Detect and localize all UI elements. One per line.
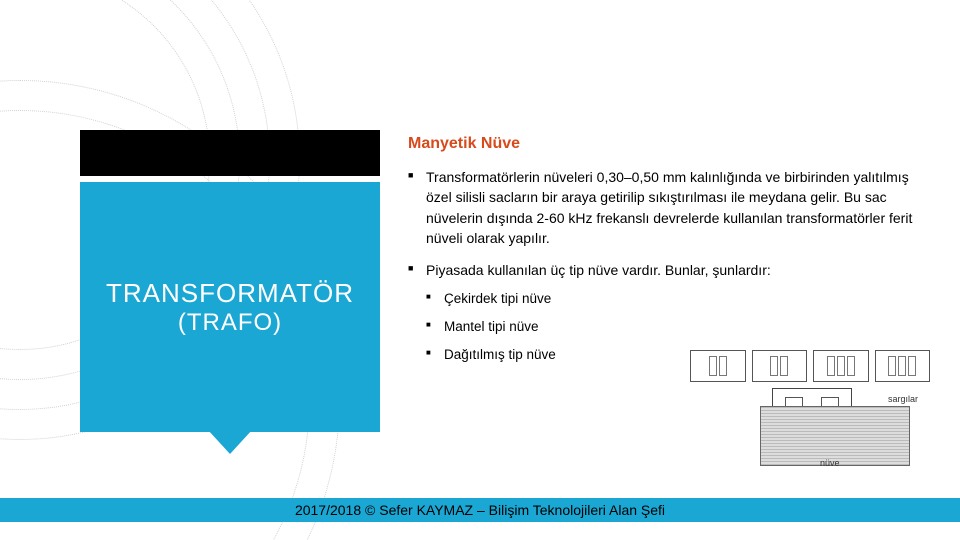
- sub-bullet-item: Çekirdek tipi nüve: [426, 288, 938, 310]
- core-schematic-icon: [690, 350, 746, 382]
- figure-top-row: [690, 350, 930, 382]
- title-line-1: TRANSFORMATÖR: [106, 278, 354, 309]
- figure-label-sargilar: sargılar: [888, 394, 918, 404]
- core-schematic-icon: [752, 350, 808, 382]
- figure-label-nuve: nüve: [820, 458, 840, 468]
- main-bullet-list: Transformatörlerin nüveleri 0,30–0,50 mm…: [408, 167, 938, 365]
- black-bar: [80, 130, 380, 176]
- title-box: TRANSFORMATÖR (TRAFO): [80, 182, 380, 432]
- slide: TRANSFORMATÖR (TRAFO) Manyetik Nüve Tran…: [0, 0, 960, 540]
- core-types-figure: sargılar nüve: [690, 350, 930, 470]
- bullet-item: Transformatörlerin nüveleri 0,30–0,50 mm…: [408, 167, 938, 248]
- section-title: Manyetik Nüve: [408, 135, 938, 153]
- bullet-text: Piyasada kullanılan üç tip nüve vardır. …: [426, 262, 771, 278]
- content-area: Manyetik Nüve Transformatörlerin nüveler…: [408, 135, 938, 377]
- core-schematic-icon: [875, 350, 931, 382]
- laminate-base-icon: [760, 406, 910, 466]
- figure-3d: sargılar nüve: [760, 388, 910, 466]
- title-callout: TRANSFORMATÖR (TRAFO): [80, 130, 380, 432]
- footer-bar: 2017/2018 © Sefer KAYMAZ – Bilişim Tekno…: [0, 498, 960, 522]
- sub-bullet-item: Mantel tipi nüve: [426, 316, 938, 338]
- title-line-2: (TRAFO): [178, 309, 282, 337]
- speech-tail-icon: [208, 430, 252, 454]
- footer-text: 2017/2018 © Sefer KAYMAZ – Bilişim Tekno…: [295, 502, 665, 518]
- core-schematic-icon: [813, 350, 869, 382]
